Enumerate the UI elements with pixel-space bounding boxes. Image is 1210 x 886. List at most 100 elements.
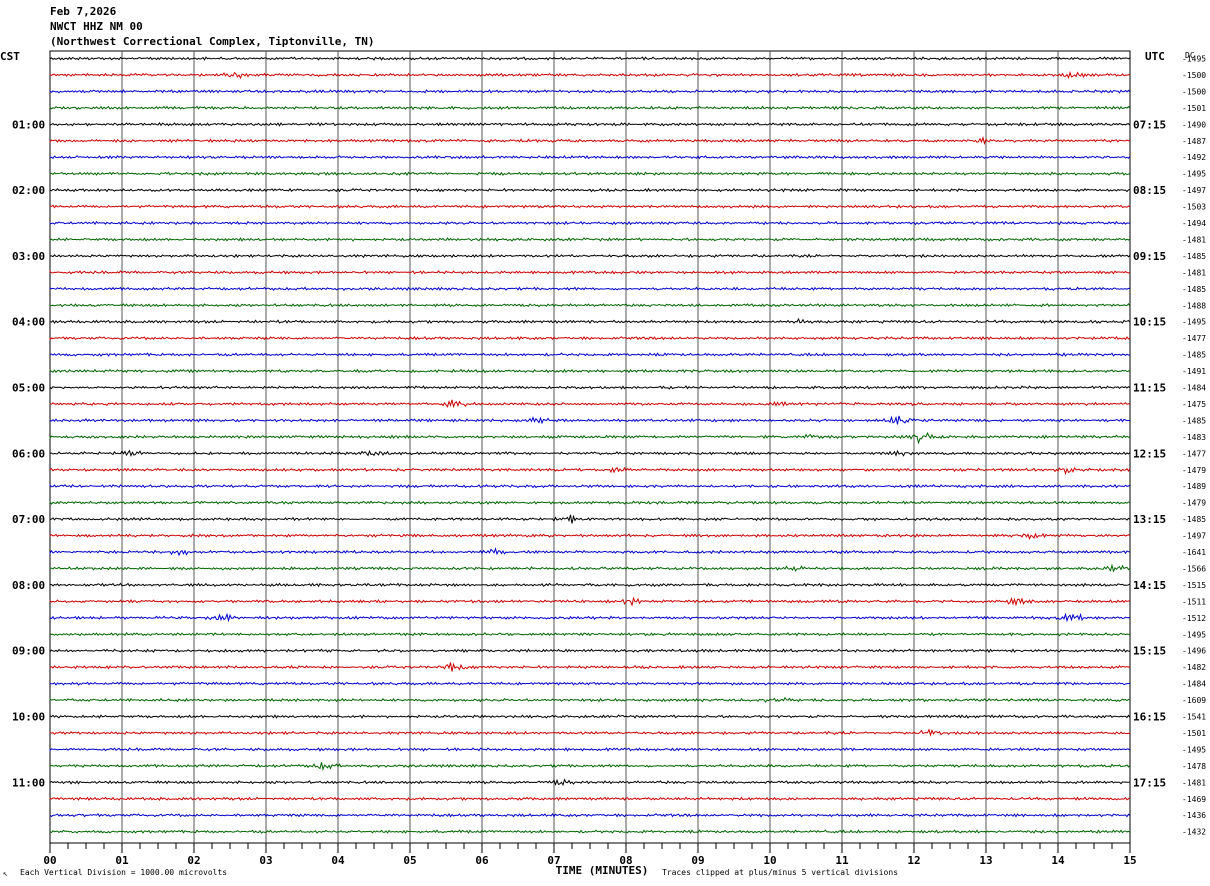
dc-offset-label: -1500 [1182, 71, 1206, 80]
dc-offset-label: -1495 [1182, 318, 1206, 327]
dc-offset-label: -1495 [1182, 170, 1206, 179]
right-hour-label: 11:15 [1133, 382, 1166, 395]
seismic-trace [49, 399, 1131, 409]
station-label: NWCT HHZ NM 00 [50, 20, 143, 33]
dc-offset-label: -1492 [1182, 153, 1206, 162]
seismic-trace [49, 56, 1131, 61]
seismic-trace [50, 253, 1131, 259]
dc-offset-label: -1501 [1182, 104, 1206, 113]
seismic-trace [49, 385, 1131, 390]
x-tick-label: 10 [763, 854, 776, 867]
vertical-division-note: Each Vertical Division = 1000.00 microvo… [20, 868, 228, 877]
seismic-trace [49, 270, 1131, 275]
x-tick-label: 15 [1123, 854, 1136, 867]
x-tick-label: 02 [187, 854, 200, 867]
seismic-trace [49, 122, 1131, 127]
right-hour-label: 15:15 [1133, 645, 1166, 658]
seismic-trace [49, 762, 1131, 772]
seismic-trace [49, 237, 1131, 242]
dc-offset-label: -1479 [1182, 466, 1206, 475]
seismic-trace [49, 431, 1131, 445]
date-label: Feb 7,2026 [50, 5, 117, 18]
seismic-trace [49, 582, 1131, 588]
seismic-trace [49, 514, 1131, 524]
dc-offset-label: -1503 [1182, 203, 1206, 212]
x-tick-label: 08 [619, 854, 632, 867]
seismic-trace [49, 632, 1131, 637]
seismic-trace [49, 154, 1131, 160]
dc-offset-label: -1484 [1182, 384, 1206, 393]
seismic-trace [49, 829, 1131, 834]
dc-offset-label: -1512 [1182, 614, 1206, 623]
seismic-trace [49, 187, 1131, 193]
dc-offset-label: -1477 [1182, 449, 1206, 458]
dc-offset-label: -1500 [1182, 87, 1206, 96]
dc-offset-label: -1477 [1182, 334, 1206, 343]
x-tick-label: 03 [259, 854, 272, 867]
right-hour-label: 10:15 [1133, 316, 1166, 329]
right-hour-label: 14:15 [1133, 579, 1166, 592]
dc-offset-label: -1501 [1182, 729, 1206, 738]
seismic-trace [49, 747, 1131, 752]
dc-offset-label: -1481 [1182, 268, 1206, 277]
dc-offset-label: -1495 [1182, 745, 1206, 754]
x-tick-label: 04 [331, 854, 345, 867]
right-hour-label: 17:15 [1133, 776, 1166, 789]
dc-offset-label: -1479 [1182, 499, 1206, 508]
dc-header-label: DC [1185, 51, 1195, 60]
corner-mark: ↖ [3, 869, 8, 878]
dc-offset-label: -1487 [1182, 137, 1206, 146]
seismic-trace [49, 547, 1131, 557]
seismic-trace [49, 728, 1131, 737]
dc-offset-label: -1436 [1182, 811, 1206, 820]
dc-offset-label: -1515 [1182, 581, 1206, 590]
seismic-trace [49, 415, 1131, 425]
right-hour-label: 09:15 [1133, 250, 1166, 263]
dc-offset-label: -1495 [1182, 55, 1206, 64]
seismic-trace [49, 696, 1131, 703]
x-tick-label: 06 [475, 854, 489, 867]
dc-offset-label: -1481 [1182, 778, 1206, 787]
right-hour-label: 13:15 [1133, 513, 1166, 526]
dc-offset-label: -1432 [1182, 828, 1206, 837]
seismic-trace [49, 352, 1131, 357]
left-hour-label: 10:00 [12, 711, 45, 724]
dc-offset-label: -1490 [1182, 120, 1206, 129]
seismic-trace [49, 335, 1131, 341]
seismic-trace [49, 500, 1131, 505]
left-hour-label: 02:00 [12, 184, 45, 197]
left-hour-label: 05:00 [12, 382, 45, 395]
dc-offset-label: -1489 [1182, 482, 1206, 491]
left-hour-label: 04:00 [12, 316, 45, 329]
seismic-trace [49, 778, 1131, 787]
left-hour-label: 08:00 [12, 579, 45, 592]
dc-offset-label: -1485 [1182, 515, 1206, 524]
seismic-trace [49, 368, 1131, 374]
seismic-trace [49, 662, 1131, 672]
seismic-trace [49, 449, 1131, 458]
dc-offset-label: -1475 [1182, 400, 1206, 409]
x-tick-label: 11 [835, 854, 849, 867]
dc-offset-label: -1566 [1182, 564, 1206, 573]
left-hour-label: 06:00 [12, 447, 45, 460]
dc-offset-label: -1485 [1182, 252, 1206, 261]
x-tick-label: 13 [979, 854, 992, 867]
dc-offset-label: -1481 [1182, 235, 1206, 244]
dc-offset-label: -1495 [1182, 630, 1206, 639]
seismic-trace [49, 796, 1131, 802]
seismic-trace [49, 171, 1131, 176]
right-hour-label: 16:15 [1133, 711, 1166, 724]
x-tick-label: 05 [403, 854, 416, 867]
left-hour-label: 09:00 [12, 645, 45, 658]
seismic-trace [49, 812, 1131, 818]
dc-offset-label: -1469 [1182, 795, 1206, 804]
seismic-trace [49, 317, 1131, 325]
seismic-trace [49, 648, 1131, 654]
seismic-trace [49, 136, 1130, 146]
dc-offset-label: -1485 [1182, 351, 1206, 360]
seismic-trace [49, 466, 1131, 475]
dc-offset-label: -1609 [1182, 696, 1206, 705]
dc-offset-label: -1484 [1182, 680, 1206, 689]
x-tick-label: 00 [43, 854, 56, 867]
